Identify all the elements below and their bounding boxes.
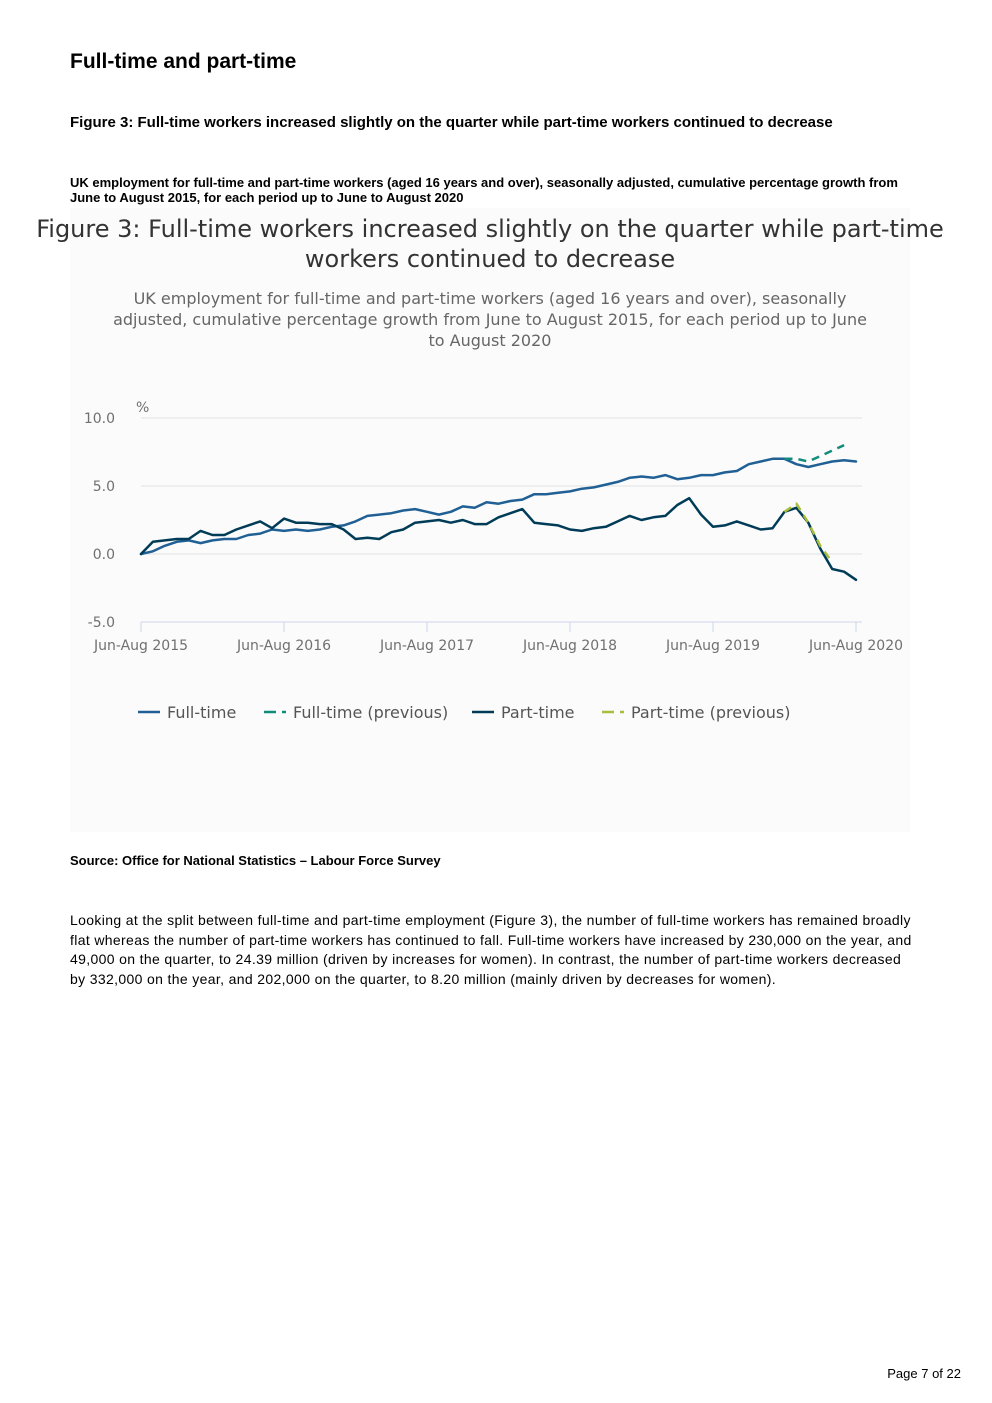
chart-gridlines bbox=[141, 417, 862, 555]
y-tick-label: 0.0 bbox=[93, 547, 115, 563]
source-note: Source: Office for National Statistics –… bbox=[70, 853, 441, 868]
legend-label: Full-time (previous) bbox=[293, 703, 448, 722]
x-tick-label: Jun-Aug 2020 bbox=[808, 638, 903, 654]
figure-subheading: UK employment for full-time and part-tim… bbox=[70, 175, 898, 205]
legend-label: Part-time (previous) bbox=[631, 703, 790, 722]
body-paragraph: Looking at the split between full-time a… bbox=[70, 912, 912, 987]
legend-label: Full-time bbox=[167, 703, 236, 722]
series-line-part-time-previous bbox=[783, 502, 834, 563]
legend-label: Part-time bbox=[501, 703, 575, 722]
y-axis-label: % bbox=[136, 400, 149, 416]
series-line-part-time bbox=[139, 496, 858, 582]
section-title: Full-time and part-time bbox=[70, 50, 297, 73]
chart-series bbox=[139, 444, 858, 582]
figure-heading: Figure 3: Full-time workers increased sl… bbox=[70, 114, 833, 131]
y-tick-label: -5.0 bbox=[88, 615, 115, 631]
chart-panel bbox=[70, 208, 910, 832]
y-tick-label: 5.0 bbox=[93, 479, 115, 495]
series-line-full-time bbox=[139, 457, 858, 556]
x-tick-label: Jun-Aug 2016 bbox=[236, 638, 331, 654]
series-line-full-time-previous bbox=[784, 444, 845, 463]
chart-legend: Full-time Full-time (previous) Part-time Pa… bbox=[138, 703, 790, 722]
x-tick-label: Jun-Aug 2018 bbox=[522, 638, 617, 654]
x-axis: Jun-Aug 2015 Jun-Aug 2016 Jun-Aug 2017 Jun-… bbox=[93, 621, 903, 654]
x-tick-label: Jun-Aug 2015 bbox=[93, 638, 188, 654]
x-tick-label: Jun-Aug 2017 bbox=[379, 638, 474, 654]
y-tick-label: 10.0 bbox=[84, 411, 115, 427]
x-tick-label: Jun-Aug 2019 bbox=[665, 638, 760, 654]
page-number: Page 7 of 22 bbox=[887, 1366, 961, 1381]
chart-subtitle: UK employment for full-time and part-tim… bbox=[113, 289, 867, 350]
y-axis: 10.0 5.0 0.0 -5.0% bbox=[84, 400, 149, 631]
chart-title: Figure 3: Full-time workers increased sl… bbox=[36, 215, 944, 273]
